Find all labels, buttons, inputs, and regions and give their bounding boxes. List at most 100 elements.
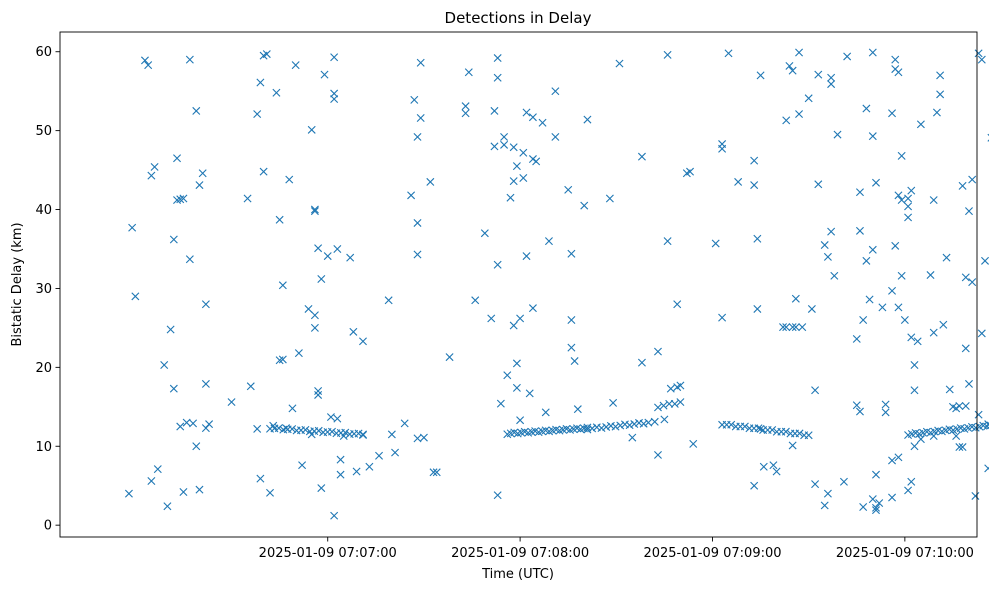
data-point	[811, 386, 820, 395]
data-point	[754, 424, 763, 433]
data-point	[904, 202, 913, 211]
data-point	[974, 49, 983, 58]
data-point	[855, 188, 864, 197]
data-point	[788, 323, 797, 332]
data-points	[124, 48, 989, 520]
data-point	[128, 223, 137, 232]
data-point	[686, 167, 695, 176]
data-point	[862, 256, 871, 265]
data-point	[359, 337, 367, 346]
data-point	[798, 323, 807, 332]
data-point	[413, 434, 422, 443]
data-point	[894, 191, 903, 200]
data-point	[659, 401, 668, 410]
data-point	[913, 337, 922, 346]
data-point	[176, 422, 185, 431]
data-point	[185, 255, 194, 264]
data-point	[493, 54, 502, 63]
data-point	[616, 421, 625, 430]
data-point	[328, 427, 336, 436]
data-point	[952, 432, 961, 440]
data-point	[330, 53, 339, 62]
data-point	[564, 185, 573, 194]
data-point	[432, 468, 441, 477]
data-point	[227, 398, 236, 407]
data-point	[881, 408, 890, 417]
data-point	[910, 360, 919, 369]
x-tick-label: 2025-01-09 07:10:00	[836, 546, 974, 561]
data-point	[246, 382, 255, 391]
data-point	[375, 451, 384, 460]
data-point	[986, 421, 989, 430]
data-point	[525, 389, 534, 398]
data-point	[888, 286, 897, 295]
data-point	[407, 191, 416, 200]
data-point	[750, 181, 759, 190]
data-point	[673, 300, 682, 309]
data-point	[400, 419, 409, 428]
y-tick-label: 40	[35, 203, 52, 218]
data-point	[285, 175, 294, 184]
data-point	[150, 162, 159, 171]
data-point	[637, 152, 646, 161]
data-point	[461, 102, 470, 111]
data-point	[391, 448, 400, 457]
data-point	[888, 456, 897, 465]
data-point	[166, 325, 175, 334]
data-point	[384, 296, 393, 305]
data-point	[814, 70, 823, 79]
data-point	[310, 311, 319, 320]
y-tick-label: 30	[35, 282, 52, 297]
data-point	[942, 253, 951, 262]
data-point	[868, 245, 877, 254]
data-point	[192, 442, 201, 451]
data-point	[718, 313, 727, 322]
data-point	[500, 132, 509, 141]
data-point	[426, 177, 435, 186]
data-point	[605, 194, 614, 203]
data-point	[198, 169, 207, 178]
data-point	[724, 49, 733, 58]
data-point	[310, 207, 319, 216]
data-point	[588, 424, 597, 433]
data-point	[894, 68, 903, 77]
data-point	[804, 431, 813, 440]
data-point	[872, 470, 880, 479]
data-point	[862, 104, 871, 113]
data-point	[611, 422, 620, 431]
data-point	[894, 303, 903, 312]
data-point	[961, 402, 970, 411]
data-point	[878, 303, 887, 312]
data-point	[416, 58, 425, 67]
data-point	[891, 241, 900, 250]
data-point	[891, 55, 900, 64]
data-point	[333, 414, 342, 423]
y-tick-label: 10	[35, 440, 52, 455]
data-point	[169, 235, 178, 244]
data-point	[833, 130, 842, 139]
data-point	[516, 314, 525, 323]
data-point	[528, 304, 537, 313]
data-point	[750, 481, 759, 490]
data-point	[333, 245, 342, 253]
plot-area-frame	[59, 31, 978, 538]
data-point	[827, 80, 836, 89]
data-point	[855, 226, 864, 235]
data-point	[256, 474, 265, 483]
data-point	[753, 304, 762, 313]
data-point	[326, 413, 335, 422]
data-point	[894, 453, 903, 462]
data-point	[169, 384, 178, 393]
data-point	[461, 109, 470, 118]
data-point	[147, 171, 156, 180]
data-point	[907, 186, 916, 195]
data-point	[791, 294, 800, 303]
data-point	[317, 484, 326, 493]
data-point	[955, 402, 964, 411]
data-point	[352, 467, 361, 476]
data-point	[740, 422, 749, 431]
data-point	[349, 327, 358, 336]
data-point	[718, 144, 727, 153]
data-point	[859, 316, 868, 324]
data-point	[855, 407, 864, 416]
